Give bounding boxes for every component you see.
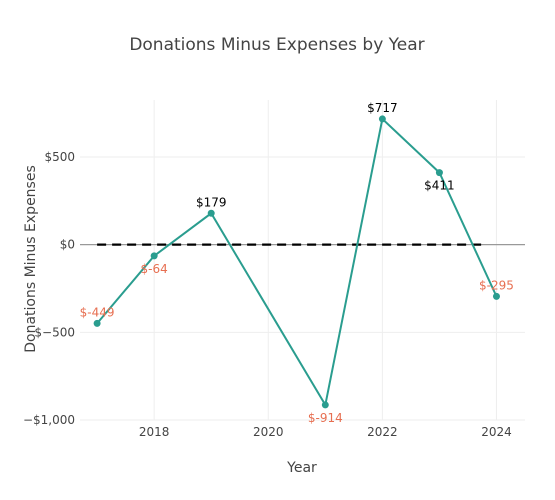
- y-tick-label: $500: [44, 150, 75, 164]
- series: [93, 115, 500, 409]
- y-tick-label: $−500: [34, 325, 75, 339]
- data-label: $-449: [80, 305, 115, 319]
- data-label: $-914: [308, 411, 343, 425]
- data-point: [321, 401, 329, 409]
- y-tick-label: −$1,000: [23, 413, 75, 427]
- data-point: [150, 252, 158, 260]
- data-point: [492, 292, 500, 300]
- data-label: $-295: [479, 278, 514, 292]
- data-label: $717: [367, 101, 398, 115]
- data-labels: $-449 $-64 $179 $-914 $717 $411 $-295: [80, 101, 514, 425]
- data-point: [93, 319, 101, 327]
- x-tick-label: 2022: [367, 425, 398, 439]
- grid: [80, 100, 525, 421]
- data-label: $411: [424, 179, 455, 193]
- x-tick-label: 2018: [139, 425, 170, 439]
- data-point: [435, 169, 443, 177]
- data-label: $179: [196, 195, 227, 209]
- x-axis-ticks: 2018 2020 2022 2024: [139, 425, 512, 439]
- y-tick-label: $0: [60, 238, 75, 252]
- chart-title: Donations Minus Expenses by Year: [129, 35, 424, 55]
- x-tick-label: 2020: [253, 425, 284, 439]
- x-axis-title: Year: [286, 460, 317, 476]
- data-label: $-64: [141, 262, 168, 276]
- data-point: [207, 209, 215, 217]
- x-tick-label: 2024: [481, 425, 512, 439]
- y-axis-title: Donations Minus Expenses: [23, 165, 39, 353]
- data-point: [378, 115, 386, 123]
- y-axis-ticks: $500 $0 $−500 −$1,000: [23, 150, 75, 427]
